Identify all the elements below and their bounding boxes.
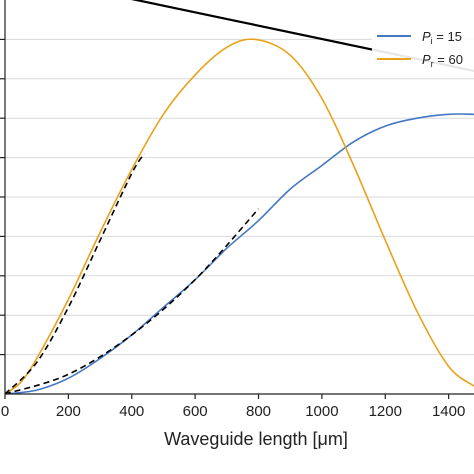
legend-label-pi: Pi = 15 (422, 29, 462, 46)
fit-line-pr (4, 153, 146, 395)
legend: Pi = 15 Pr = 60 (372, 20, 474, 76)
x-tick-label: 600 (183, 403, 208, 420)
grid-lines (5, 38, 474, 356)
y-ticks (0, 38, 5, 356)
legend-label-pr-value: = 60 (434, 52, 463, 67)
x-tick-label: 200 (56, 403, 81, 420)
fit-line-pi (4, 208, 260, 395)
x-tick-label: 0 (1, 403, 9, 420)
legend-label-pr-subscript: r (431, 59, 434, 69)
legend-label-pr: Pr = 60 (422, 52, 463, 69)
legend-label-pi-subscript: i (431, 36, 433, 46)
x-tick-label: 1200 (369, 403, 402, 420)
legend-box (372, 20, 474, 76)
series-line-pi (4, 113, 474, 395)
x-ticks: 0 200 400 600 800 1000 1200 1400 (1, 394, 465, 420)
x-tick-label: 1000 (305, 403, 338, 420)
x-tick-label: 400 (119, 403, 144, 420)
legend-label-pi-symbol: P (422, 29, 431, 44)
legend-label-pi-value: = 15 (433, 29, 462, 44)
legend-label-pr-symbol: P (422, 52, 431, 67)
x-axis-label: Waveguide length [μm] (164, 429, 348, 449)
x-tick-label: 800 (246, 403, 271, 420)
series-line-pr (4, 38, 474, 395)
x-tick-label: 1400 (432, 403, 465, 420)
